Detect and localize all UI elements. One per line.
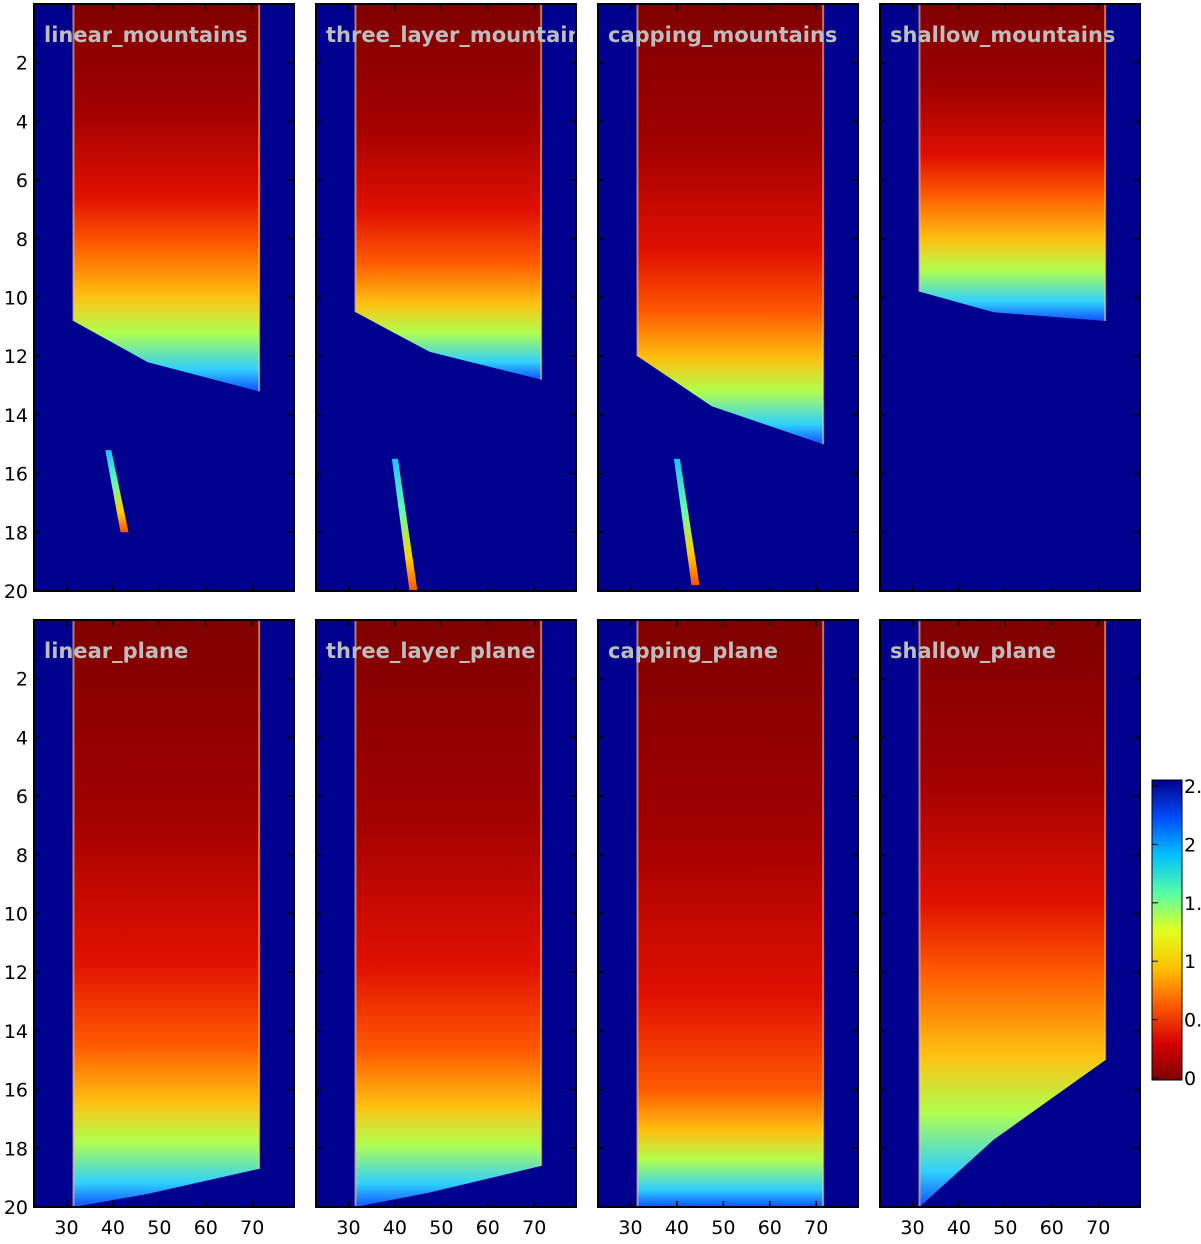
plume: [919, 620, 1106, 1207]
panel-capping_mountains: capping_mountains: [597, 3, 859, 592]
panel-linear_plane: linear_plane 30 40 50 60 70 2 4 6 8 10 12 14 16 18 20: [4, 619, 295, 1239]
streak: [105, 450, 129, 533]
x-tick-label: 50: [147, 1217, 171, 1239]
streak: [673, 458, 700, 586]
panel-title: capping_mountains: [608, 23, 837, 47]
colorbar-tick-label: 2: [1184, 834, 1196, 856]
panel-title: shallow_mountains: [890, 23, 1115, 47]
streak: [391, 458, 418, 591]
x-tick-label: 40: [665, 1217, 689, 1239]
x-tick-label: 50: [429, 1217, 453, 1239]
x-tick-label: 70: [804, 1217, 828, 1239]
x-tick-label: 30: [618, 1217, 642, 1239]
x-tick-label: 50: [993, 1217, 1017, 1239]
colorbar-tick-label: 2.: [1184, 776, 1201, 798]
panel-capping_plane: capping_plane 30 40 50 60 70: [597, 619, 859, 1239]
y-tick-label: 20: [4, 581, 28, 603]
colorbar-tick-label: 1: [1184, 951, 1196, 973]
colorbar-gradient: [1151, 779, 1183, 1081]
panels-layer: linear_mountains 2 4 6 8 10 12 14 16 18 20 three_la…: [4, 3, 1141, 1239]
x-tick-label: 70: [522, 1217, 546, 1239]
x-tick-label: 50: [711, 1217, 735, 1239]
x-tick-label: 30: [336, 1217, 360, 1239]
y-tick-label: 14: [4, 405, 28, 427]
y-tick-label: 10: [4, 288, 28, 310]
y-tick-label: 8: [16, 229, 28, 251]
y-tick-label: 14: [4, 1021, 28, 1043]
x-tick-label: 40: [383, 1217, 407, 1239]
plume: [73, 620, 260, 1207]
plume: [637, 4, 824, 445]
y-tick-label: 12: [4, 346, 28, 368]
panel-linear_mountains: linear_mountains 2 4 6 8 10 12 14 16 18 20: [4, 3, 295, 603]
y-tick-label: 18: [4, 522, 28, 544]
colorbar-tick-label: 1.: [1184, 893, 1201, 915]
y-tick-label: 6: [16, 786, 28, 808]
x-tick-label: 30: [54, 1217, 78, 1239]
x-tick-label: 40: [101, 1217, 125, 1239]
y-tick-label: 12: [4, 962, 28, 984]
plume: [637, 620, 824, 1207]
panel-title: capping_plane: [608, 639, 778, 663]
colorbar-tick-label: 0.: [1184, 1010, 1201, 1032]
x-tick-label: 60: [476, 1217, 500, 1239]
y-tick-label: 18: [4, 1138, 28, 1160]
y-tick-label: 2: [16, 669, 28, 691]
y-tick-label: 10: [4, 904, 28, 926]
panel-title: three_layer_plane: [326, 639, 535, 663]
y-tick-label: 4: [16, 111, 28, 133]
panel-title: three_layer_mountains: [326, 23, 595, 47]
x-tick-label: 70: [240, 1217, 264, 1239]
plume: [355, 4, 542, 380]
panel-title: linear_mountains: [44, 23, 248, 47]
plume: [919, 4, 1106, 321]
y-tick-label: 20: [4, 1197, 28, 1219]
x-tick-label: 60: [1040, 1217, 1064, 1239]
panel-three_layer_mountains: three_layer_mountains: [315, 3, 595, 592]
panel-shallow_mountains: shallow_mountains: [879, 3, 1141, 592]
x-tick-label: 70: [1086, 1217, 1110, 1239]
y-tick-label: 16: [4, 1080, 28, 1102]
plume: [355, 620, 542, 1207]
x-tick-label: 60: [194, 1217, 218, 1239]
colorbar-tick-label: 0: [1184, 1068, 1196, 1090]
x-tick-label: 30: [900, 1217, 924, 1239]
panel-shallow_plane: shallow_plane 30 40 50 60 70: [879, 619, 1141, 1239]
y-tick-label: 16: [4, 464, 28, 486]
x-tick-label: 40: [947, 1217, 971, 1239]
colorbar-ticks: 0 0. 1 1. 2 2.: [1152, 776, 1201, 1090]
panel-title: shallow_plane: [890, 639, 1056, 663]
y-tick-label: 8: [16, 845, 28, 867]
y-tick-label: 6: [16, 170, 28, 192]
y-tick-label: 4: [16, 727, 28, 749]
colorbar: 0 0. 1 1. 2 2.: [1151, 776, 1201, 1090]
y-tick-label: 2: [16, 53, 28, 75]
plume: [73, 4, 260, 392]
x-tick-label: 60: [758, 1217, 782, 1239]
panel-title: linear_plane: [44, 639, 188, 663]
panel-three_layer_plane: three_layer_plane 30 40 50 60 70: [315, 619, 577, 1239]
